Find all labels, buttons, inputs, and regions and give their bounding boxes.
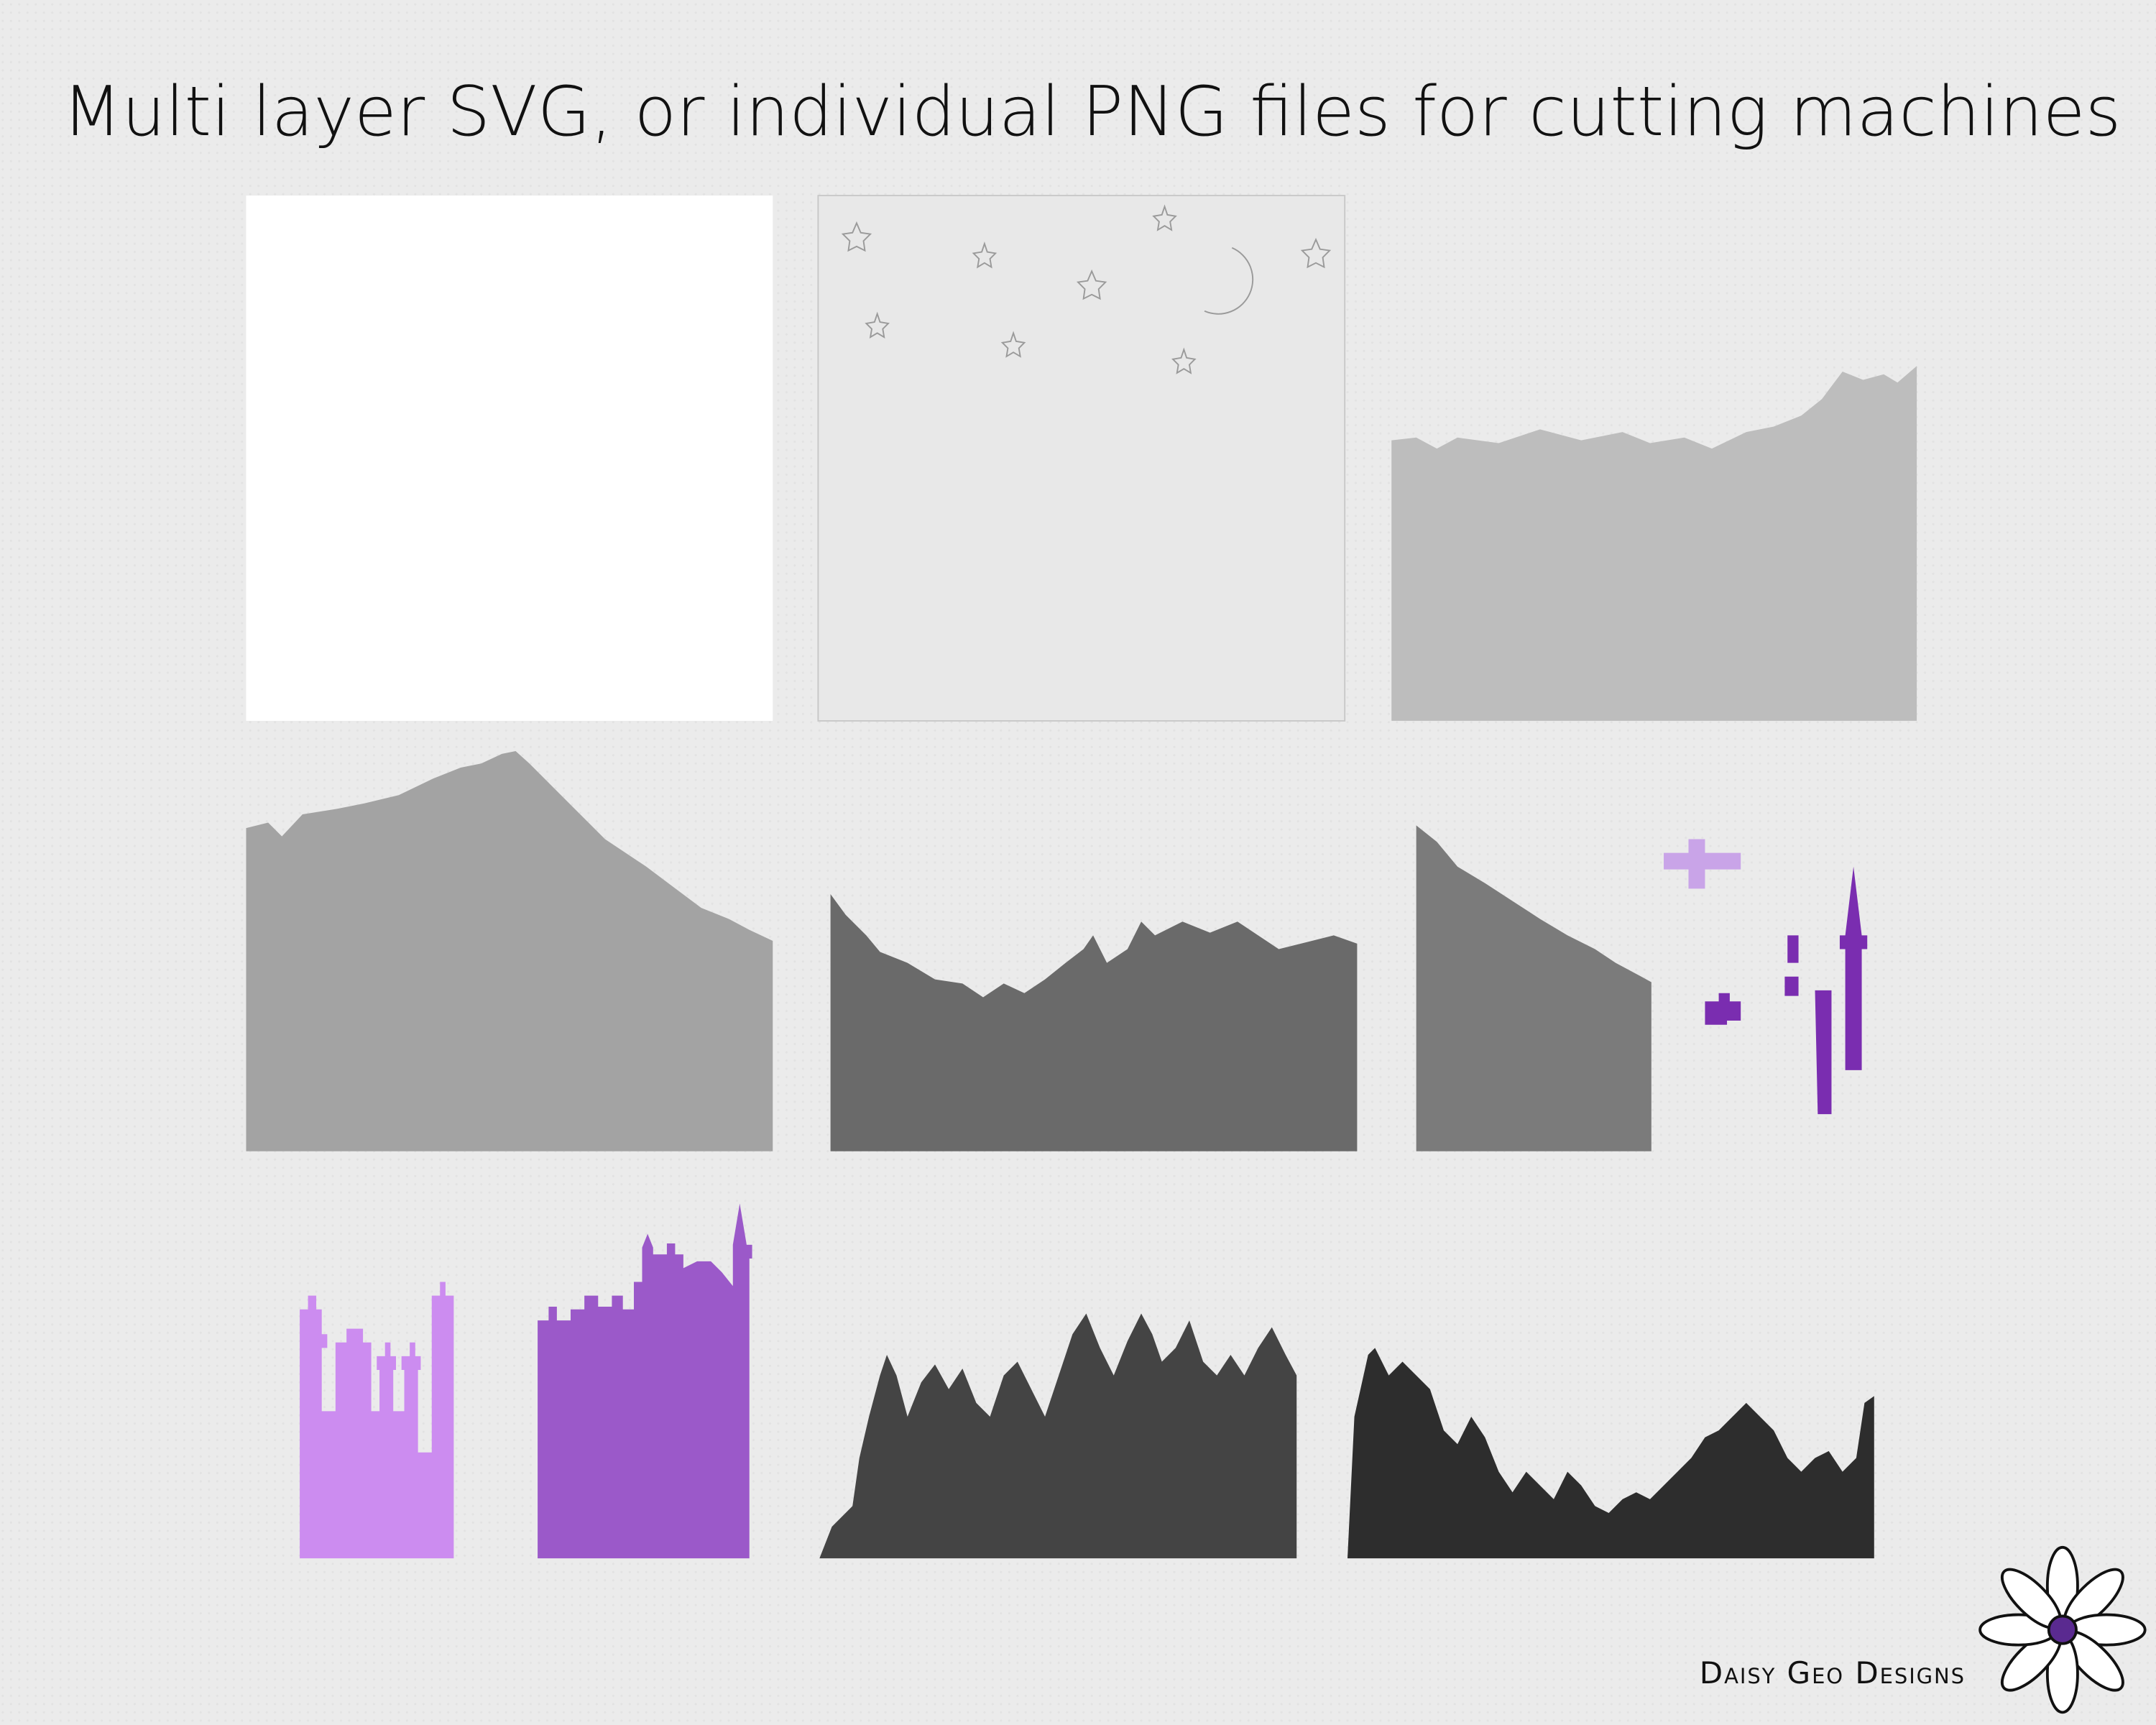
brand-name: Daisy Geo Designs [1700,1655,1966,1690]
layer-sky [817,195,1346,722]
layer-far-mountains [1391,366,1917,721]
layer-mountain [246,751,773,1151]
layer-castle-dark [538,1203,752,1559]
title: Multi layer SVG, or individual PNG files… [63,71,2121,152]
layer-hills [830,894,1358,1151]
layer-white-base [246,196,773,721]
layer-trees-front [819,1313,1297,1559]
layer-trees-back [1348,1348,1874,1559]
daisy-logo [1978,1545,2147,1714]
layer-slope [1416,825,1651,1151]
layer-castle-details [1664,839,1868,1115]
